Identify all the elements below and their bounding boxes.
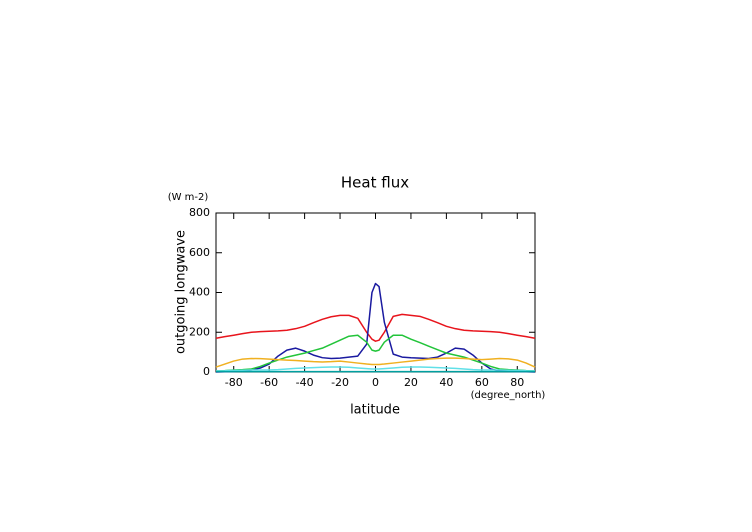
x-tick-label: -40 [296, 376, 314, 389]
series-line [215, 334, 536, 372]
plot-frame [215, 212, 536, 373]
series-line [215, 366, 536, 372]
x-axis-label: latitude [350, 403, 400, 418]
x-tick-label: -20 [331, 376, 349, 389]
x-tick-label: 60 [475, 376, 489, 389]
y-unit: (W m-2) [168, 192, 209, 203]
x-tick-label: 40 [439, 376, 453, 389]
series-line [215, 357, 536, 368]
y-axis-label: outgoing longwave [174, 230, 189, 354]
chart-title: Heat flux [341, 174, 409, 192]
x-unit: (degree_north) [471, 390, 546, 401]
y-tick-label: 200 [189, 325, 210, 338]
y-tick-label: 600 [189, 246, 210, 259]
x-tick-label: -80 [225, 376, 243, 389]
y-tick-label: 0 [203, 365, 210, 378]
y-tick-label: 800 [189, 206, 210, 219]
x-tick-label: 20 [404, 376, 418, 389]
series-line [215, 313, 536, 342]
y-tick-label: 400 [189, 286, 210, 299]
x-tick-label: 80 [510, 376, 524, 389]
x-tick-label: -60 [260, 376, 278, 389]
x-tick-label: 0 [372, 376, 379, 389]
